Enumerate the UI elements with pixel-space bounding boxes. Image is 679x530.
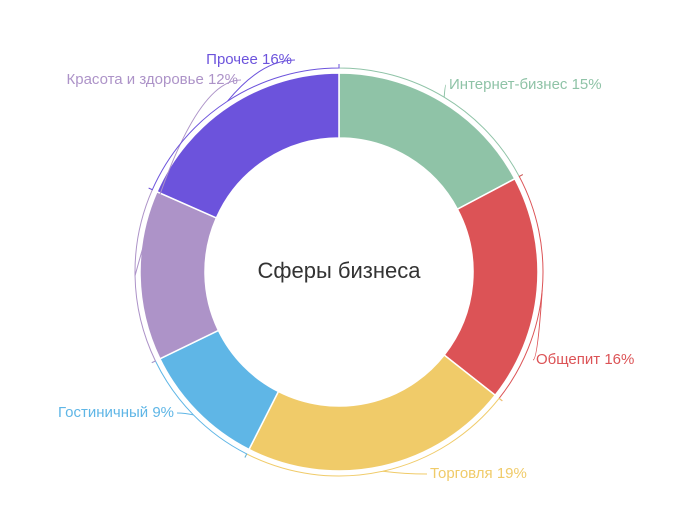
slice-label-4: Гостиничный 9% (58, 404, 174, 421)
slice-label-3: Торговля 19% (430, 465, 527, 482)
chart-title: Сферы бизнеса (258, 258, 422, 283)
leader-line-2 (532, 290, 543, 361)
slice-5[interactable] (139, 190, 220, 360)
slice-3[interactable] (247, 353, 497, 472)
slice-label-1: Интернет-бизнес 15% (449, 76, 602, 93)
slice-label-2: Общепит 16% (536, 351, 634, 368)
leader-bracket-1 (338, 64, 524, 178)
slice-labels: Интернет-бизнес 15% Общепит 16% Торговля 1… (58, 51, 634, 482)
leader-line-3 (382, 470, 428, 475)
leader-line-4 (176, 412, 194, 416)
label-leaders (134, 59, 544, 477)
leader-bracket-2 (498, 174, 544, 402)
slice-6[interactable] (155, 72, 340, 219)
leader-line-6 (227, 59, 296, 102)
donut-slices (139, 72, 539, 472)
slice-label-6: Прочее 16% (206, 51, 292, 68)
slice-2[interactable] (443, 177, 539, 397)
leader-line-5 (134, 79, 242, 276)
slice-label-5: Красота и здоровье 12% (66, 71, 238, 88)
leader-line-1 (443, 84, 447, 98)
slice-1[interactable] (338, 72, 516, 211)
